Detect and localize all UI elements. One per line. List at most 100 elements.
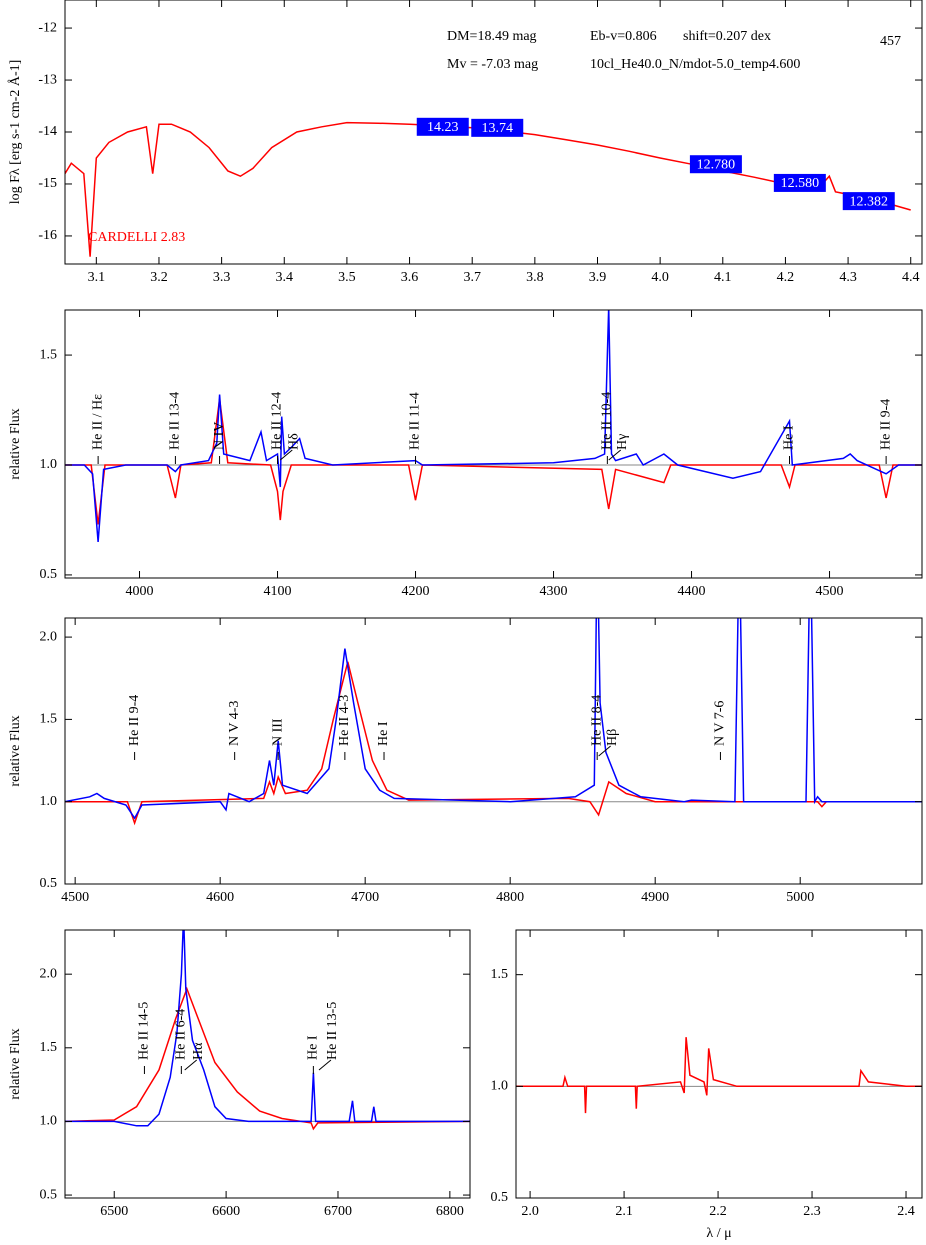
x-tick-label: 4700 <box>351 890 379 905</box>
x-tick-label: 4800 <box>496 890 524 905</box>
line-label: He II 9-4 <box>878 399 893 450</box>
photometry-label: 14.23 <box>427 120 459 135</box>
plot-area <box>516 1037 922 1114</box>
x-tick-label: 4.4 <box>902 270 920 285</box>
line-label: N IV <box>212 422 227 450</box>
x-tick-label: 3.9 <box>589 270 607 285</box>
spectrum <box>65 310 922 542</box>
x-tick-label: 4500 <box>61 890 89 905</box>
x-tick-label: 4000 <box>126 584 154 599</box>
photometry-box <box>773 173 826 192</box>
line-marker <box>608 449 622 461</box>
x-tick-label: 4.0 <box>651 270 669 285</box>
x-tick-label: 4900 <box>641 890 669 905</box>
photometry-label: 12.780 <box>697 157 736 172</box>
x-tick-label: 6700 <box>324 1204 352 1219</box>
spectrum <box>65 121 911 257</box>
x-tick-label: 3.2 <box>150 270 168 285</box>
line-marker <box>279 449 293 461</box>
photometry-box <box>471 118 524 137</box>
photometry-label: 13.74 <box>482 121 514 136</box>
photometry-label: 12.580 <box>781 176 820 191</box>
y-tick-label: 2.0 <box>40 966 58 981</box>
plot-area <box>65 121 911 257</box>
line-label: Hα <box>191 1042 206 1060</box>
x-tick-label: 4100 <box>264 584 292 599</box>
line-label: He I <box>306 1035 321 1060</box>
info-text: 10cl_He40.0_N/mdot-5.0_temp4.600 <box>590 57 800 72</box>
y-tick-label: 1.5 <box>40 712 58 727</box>
line-label: He II 9-4 <box>127 695 142 746</box>
line-label: He II 6-4 <box>174 1009 189 1060</box>
x-tick-label: 2.0 <box>521 1204 539 1219</box>
axes-box <box>64 617 923 885</box>
info-text: DM=18.49 mag <box>447 29 537 44</box>
line-label: He II 10-4 <box>600 392 615 450</box>
x-tick-label: 3.3 <box>213 270 231 285</box>
y-tick-label: 0.5 <box>40 1187 58 1202</box>
photometry-box <box>689 155 742 174</box>
x-tick-label: 6500 <box>100 1204 128 1219</box>
x-tick-label: 4200 <box>402 584 430 599</box>
x-tick-label: 4.1 <box>714 270 732 285</box>
x-tick-label: 4500 <box>816 584 844 599</box>
line-label: Hβ <box>605 729 620 746</box>
x-tick-label: 4600 <box>206 890 234 905</box>
spectrum <box>65 398 922 525</box>
line-label: He II 11-4 <box>408 392 423 450</box>
line-label: He II 13-4 <box>168 392 183 450</box>
x-tick-label: 4.3 <box>839 270 857 285</box>
y-tick-label: -13 <box>38 72 57 87</box>
x-tick-label: 4300 <box>540 584 568 599</box>
x-tick-label: 2.4 <box>897 1204 915 1219</box>
y-tick-label: 0.5 <box>40 567 58 582</box>
y-tick-label: 0.5 <box>491 1190 509 1205</box>
line-label: He II 4-3 <box>337 695 352 746</box>
x-tick-label: 3.8 <box>526 270 544 285</box>
spectrum <box>65 930 470 1127</box>
y-tick-label: 1.0 <box>40 794 58 809</box>
y-tick-label: 1.5 <box>491 967 509 982</box>
x-tick-label: 4400 <box>678 584 706 599</box>
line-label: He II / Hε <box>90 394 105 450</box>
info-text: 457 <box>880 34 901 49</box>
photometry-box <box>416 117 469 136</box>
line-marker <box>598 745 611 757</box>
x-tick-label: 6600 <box>212 1204 240 1219</box>
line-label: Hδ <box>287 433 302 450</box>
y-tick-label: 1.0 <box>491 1079 509 1094</box>
x-tick-label: 5000 <box>786 890 814 905</box>
line-label: N V 4-3 <box>227 701 242 746</box>
line-label: N III <box>270 718 285 746</box>
line-label: He I <box>376 721 391 746</box>
axes-box <box>64 309 923 579</box>
x-tick-label: 3.1 <box>88 270 106 285</box>
line-label: He II 8-4 <box>589 695 604 746</box>
x-tick-label: 3.4 <box>276 270 294 285</box>
x-tick-label: 4.2 <box>777 270 795 285</box>
x-axis-label: λ / μ <box>706 1226 731 1241</box>
line-marker <box>184 1059 198 1071</box>
spectrum <box>516 1037 922 1114</box>
y-tick-label: -12 <box>38 20 57 35</box>
line-label: He I <box>782 425 797 450</box>
y-axis-label: relative Flux <box>8 408 23 479</box>
y-tick-label: 1.0 <box>40 1114 58 1129</box>
photometry-box <box>842 192 895 211</box>
plot-area <box>65 930 470 1131</box>
y-tick-label: 1.5 <box>40 347 58 362</box>
x-tick-label: 6800 <box>436 1204 464 1219</box>
line-label: He II 13-5 <box>325 1002 340 1060</box>
y-tick-label: 1.5 <box>40 1040 58 1055</box>
line-label: Hγ <box>615 434 630 450</box>
line-label: He II 14-5 <box>137 1002 152 1060</box>
line-label: He II 12-4 <box>270 392 285 450</box>
info-text: Mv = -7.03 mag <box>447 57 538 72</box>
y-tick-label: 0.5 <box>40 876 58 891</box>
photometry-label: 12.382 <box>850 194 889 209</box>
x-tick-label: 2.3 <box>803 1204 821 1219</box>
plot-area <box>65 310 922 542</box>
x-tick-label: 3.6 <box>401 270 419 285</box>
